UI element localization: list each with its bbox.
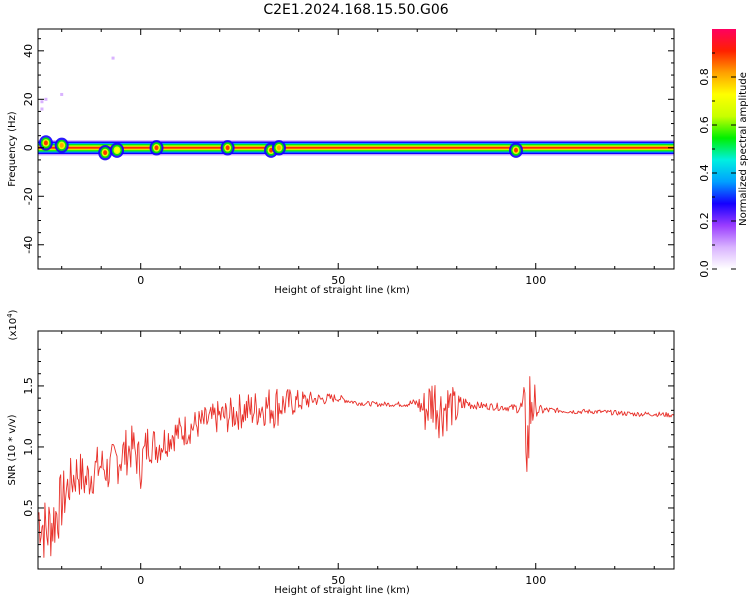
- snr-y-tick-label: 0.5: [22, 499, 35, 517]
- spectrogram-y-tick-label: -40: [22, 236, 35, 254]
- spectrogram-y-axis-label: Frequency (Hz): [7, 111, 18, 187]
- colorbar-tick-label: 0.8: [698, 68, 711, 86]
- snr-x-tick-label: 0: [137, 574, 144, 587]
- spectrogram-y-tick-label: 20: [22, 92, 35, 106]
- spectrogram-y-tick-label: 40: [22, 44, 35, 58]
- spectrogram-feature: [115, 147, 120, 153]
- snr-series-line: [37, 376, 675, 558]
- spectrogram-scatter-point: [44, 97, 48, 101]
- snr-y-axis-label: SNR (10 * v/v): [7, 414, 18, 485]
- colorbar-label: Normalized spectral amplitude: [738, 72, 749, 226]
- snr-y-scale-factor: (x104): [6, 309, 19, 340]
- colorbar-gradient: [712, 29, 736, 269]
- spectrogram-feature: [103, 150, 108, 156]
- snr-x-tick-label: 50: [331, 574, 345, 587]
- colorbar-tick-label: 0.6: [698, 116, 711, 134]
- snr-y-tick-label: 1.5: [22, 377, 35, 395]
- chart-title: C2E1.2024.168.15.50.G06: [263, 2, 448, 18]
- spectrogram-y-tick-label: 0: [22, 144, 35, 151]
- spectrogram-x-tick-label: 100: [525, 274, 546, 287]
- snr-plot-area: [38, 331, 674, 569]
- colorbar-tick-label: 0.2: [698, 212, 711, 230]
- spectrogram-data: [38, 56, 674, 161]
- snr-y-tick-label: 1.0: [22, 438, 35, 456]
- colorbar-ticks: 0.0 0.2 0.4 0.6 0.8: [698, 52, 736, 278]
- colorbar: 0.0 0.2 0.4 0.6 0.8 Normalized spectral ampl…: [698, 29, 749, 278]
- spectrogram-scatter-point: [40, 100, 44, 104]
- spectrogram-feature: [225, 145, 230, 151]
- snr-x-axis-label: Height of straight line (km): [274, 585, 410, 596]
- spectrogram-y-tick-label: -20: [22, 187, 35, 205]
- spectrogram-ticks: 0 50 100 -40 -20 0 20 40: [22, 29, 674, 287]
- snr-x-tick-label: 100: [525, 574, 546, 587]
- spectrogram-x-axis-label: Height of straight line (km): [274, 285, 410, 296]
- spectrogram-panel: 0 50 100 -40 -20 0 20 40 Height of straight lin…: [7, 28, 675, 296]
- spectrogram-scatter-point: [60, 92, 64, 96]
- spectrogram-feature: [154, 145, 159, 151]
- colorbar-tick-label: 0.4: [698, 164, 711, 182]
- spectrogram-feature: [43, 140, 48, 146]
- spectrogram-scatter-point: [111, 56, 115, 60]
- spectrogram-feature: [513, 147, 518, 153]
- spectrogram-band-layer: [38, 147, 674, 149]
- spectrogram-x-tick-label: 0: [137, 274, 144, 287]
- spectrogram-feature: [276, 145, 281, 151]
- spectrogram-feature: [59, 142, 64, 148]
- spectrogram-scatter-point: [40, 107, 44, 111]
- snr-panel: 0 50 100 0.5 1.0 1.5 Height of straight line …: [6, 309, 675, 596]
- snr-frame: [37, 330, 675, 570]
- spectrogram-frame: [37, 28, 675, 270]
- spectrogram-x-tick-label: 50: [331, 274, 345, 287]
- colorbar-tick-label: 0.0: [698, 260, 711, 278]
- snr-ticks: 0 50 100 0.5 1.0 1.5: [22, 331, 674, 587]
